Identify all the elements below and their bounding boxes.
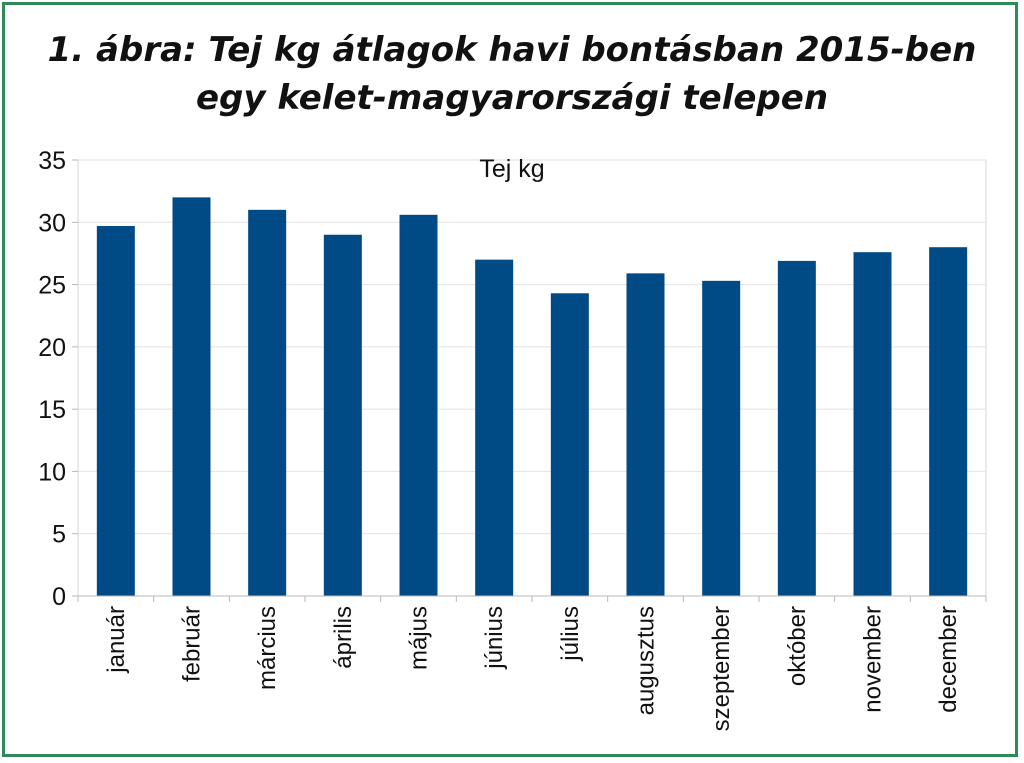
y-tick-label: 15 xyxy=(38,396,66,424)
bars xyxy=(96,197,968,597)
x-tick-label: július xyxy=(557,606,584,662)
bar-május xyxy=(399,214,438,596)
x-tick-label: március xyxy=(254,606,281,690)
y-tick-label: 35 xyxy=(38,147,66,175)
chart-title-line1: 1. ábra: Tej kg átlagok havi bontásban 2… xyxy=(47,30,977,70)
series-label: Tej kg xyxy=(479,155,544,183)
x-tick-label: április xyxy=(330,606,357,669)
x-tick-label: június xyxy=(481,606,508,670)
bar-szeptember xyxy=(702,280,741,596)
y-tick-label: 25 xyxy=(38,272,66,300)
bar-március xyxy=(248,209,287,597)
x-tick-label: február xyxy=(179,606,206,682)
x-tick-label: november xyxy=(860,606,887,713)
x-tick-label: szeptember xyxy=(708,606,735,731)
gridlines xyxy=(77,159,987,597)
x-tick-label: december xyxy=(935,606,962,713)
y-tick-label: 5 xyxy=(52,521,66,549)
x-tick-label: május xyxy=(406,606,433,670)
y-tick-label: 0 xyxy=(52,583,66,611)
chart-title-line2: egy kelet-magyarországi telepen xyxy=(195,78,829,118)
bar-december xyxy=(929,247,968,596)
x-tick-label: október xyxy=(784,606,811,686)
bar-április xyxy=(323,234,362,596)
y-axis: 0 5 10 15 20 25 30 35 xyxy=(38,147,78,611)
bar-november xyxy=(853,252,892,596)
x-tick-label: augusztus xyxy=(633,606,660,715)
x-tick-label: január xyxy=(103,606,130,674)
bar-január xyxy=(96,226,135,596)
plot-area xyxy=(77,159,987,597)
chart-title: 1. ábra: Tej kg átlagok havi bontásban 2… xyxy=(0,26,1024,122)
x-axis: január február március április május június jú… xyxy=(77,595,987,731)
y-tick-label: 10 xyxy=(38,458,66,486)
y-tick-label: 20 xyxy=(38,334,66,362)
bar-február xyxy=(172,197,211,596)
bar-október xyxy=(777,260,816,596)
bar-július xyxy=(550,293,589,596)
y-tick-label: 30 xyxy=(38,209,66,237)
bar-június xyxy=(475,259,514,596)
bar-augusztus xyxy=(626,273,665,596)
